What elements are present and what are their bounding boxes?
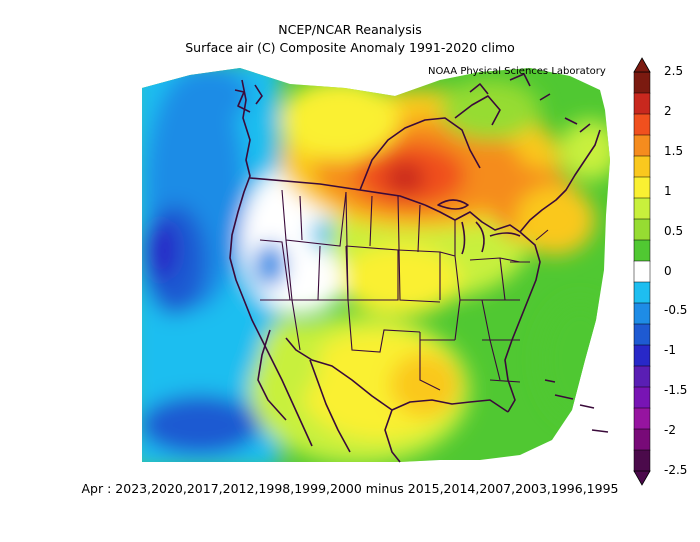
colorbar-tick-label: 1.5 (664, 143, 684, 158)
state-lines (259, 189, 549, 391)
anomaly-field (142, 68, 610, 462)
credit-label: NOAA Physical Sciences Laboratory (428, 66, 606, 77)
colorbar-tick-label: -2 (664, 423, 676, 438)
colorbar-tick-label: 0.5 (664, 223, 684, 238)
colorbar-cell (633, 155, 651, 178)
colorbar-cell (633, 260, 651, 283)
colorbar-cell (633, 176, 651, 199)
colorbar-cell (633, 323, 651, 346)
colorbar-tick-label: -1 (664, 343, 676, 358)
colorbar-cell (633, 386, 651, 409)
colorbar-tick-label: 2 (664, 103, 672, 118)
colorbar-tick-label: -0.5 (664, 303, 688, 318)
map-subtitle: Surface air (C) Composite Anomaly 1991-2… (185, 40, 515, 55)
colorbar-cell (633, 302, 651, 325)
colorbar-cell (633, 365, 651, 388)
colorbar-cell (633, 197, 651, 220)
colorbar-top-arrow (633, 57, 651, 73)
colorbar-tick-label: -1.5 (664, 383, 688, 398)
colorbar-tick-label: 2.5 (664, 64, 684, 78)
composite-years-caption: Apr : 2023,2020,2017,2012,1998,1999,2000… (81, 481, 619, 496)
coastlines (229, 73, 609, 463)
colorbar-cell (633, 428, 651, 451)
colorbar-cell (633, 449, 651, 472)
colorbar-tick-label: 0 (664, 263, 672, 278)
colorbar-cell (633, 113, 651, 136)
colorbar-cell (633, 239, 651, 262)
colorbar-tick-label: -2.5 (664, 463, 688, 477)
colorbar-cell (633, 281, 651, 304)
colorbar-cell (633, 134, 651, 157)
colorbar-tick-label: 1 (664, 183, 672, 198)
colorbar-bottom-arrow (633, 470, 651, 486)
colorbar-cell (633, 71, 651, 94)
map-title: NCEP/NCAR Reanalysis (278, 22, 422, 37)
colorbar-cell (633, 407, 651, 430)
colorbar-cell (633, 92, 651, 115)
colorbar-cell (633, 218, 651, 241)
colorbar-cell (633, 344, 651, 367)
